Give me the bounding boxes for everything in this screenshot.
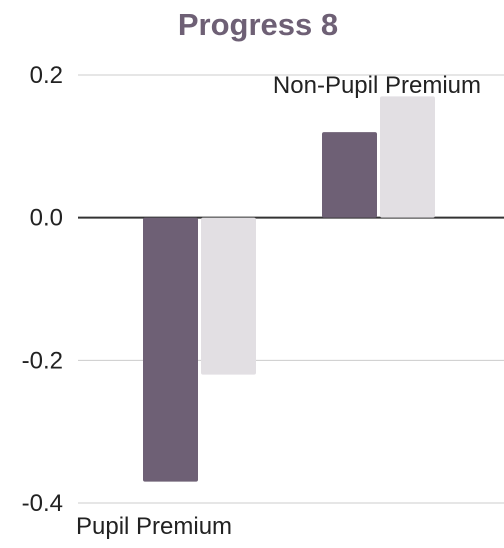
bar-pupil-premium-series-2 xyxy=(201,217,256,375)
y-tick-label: -0.4 xyxy=(22,490,63,517)
category-label: Non-Pupil Premium xyxy=(273,72,481,99)
y-tick-label: 0.0 xyxy=(30,205,63,232)
y-tick-label: -0.2 xyxy=(22,347,63,374)
bar-non-pupil-premium-series-2 xyxy=(380,96,435,218)
bar-pupil-premium-series-1 xyxy=(143,217,198,482)
gridlines xyxy=(78,74,504,504)
chart-title: Progress 8 xyxy=(178,7,338,42)
labels: 0.2 0.0 -0.2 -0.4 Pupil Premium Non-Pupil Pre… xyxy=(22,62,481,540)
bars xyxy=(143,96,435,482)
y-tick-label: 0.2 xyxy=(30,62,63,89)
category-label: Pupil Premium xyxy=(76,513,232,540)
bar-non-pupil-premium-series-1 xyxy=(322,132,377,218)
